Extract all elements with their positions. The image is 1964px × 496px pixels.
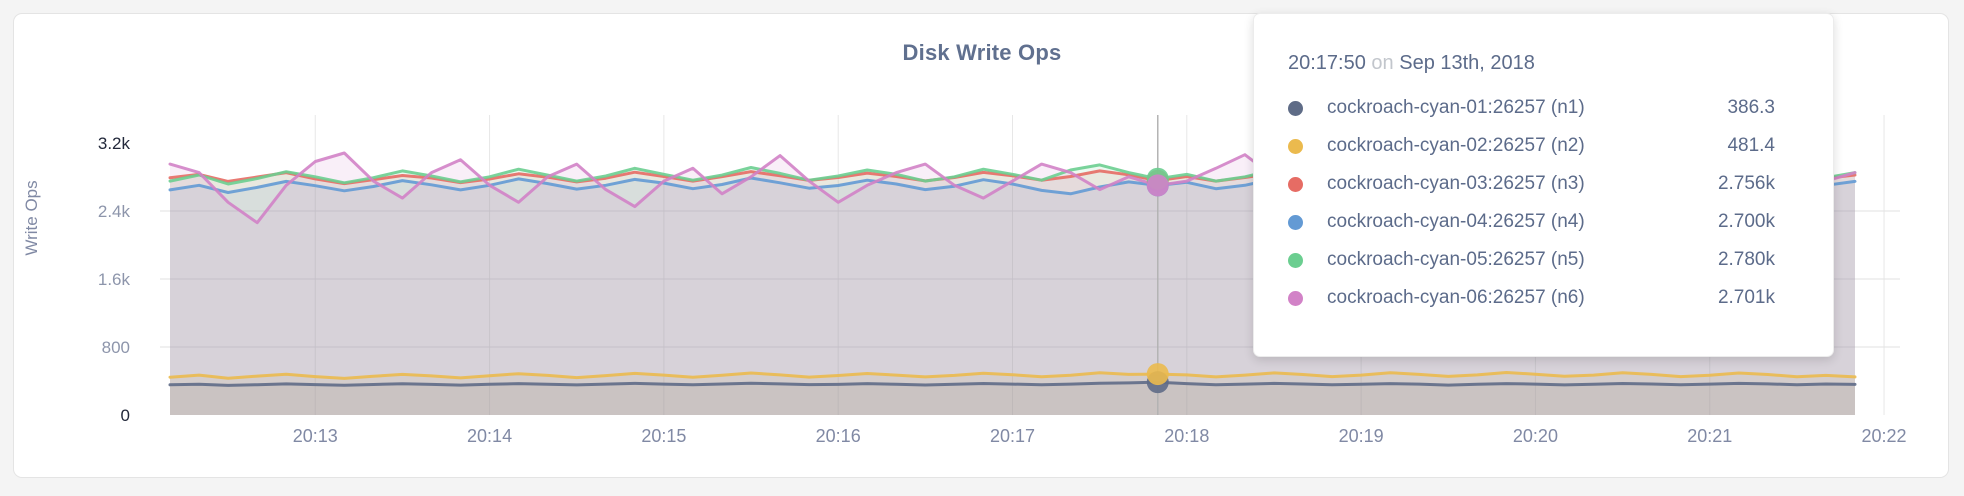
x-tick-label: 20:18 <box>1164 426 1209 446</box>
hover-point-n6 <box>1146 174 1169 197</box>
tooltip-rows: cockroach-cyan-01:26257 (n1) 386.3 cockroa… <box>1288 89 1799 317</box>
x-tick-label: 20:13 <box>293 426 338 446</box>
x-tick-label: 20:20 <box>1513 426 1558 446</box>
tooltip-series-name: cockroach-cyan-02:26257 (n2) <box>1327 135 1585 156</box>
tooltip-header: 20:17:50 on Sep 13th, 2018 <box>1288 52 1799 75</box>
x-tick-label: 20:19 <box>1339 426 1384 446</box>
series-color-dot-icon <box>1288 214 1303 230</box>
tooltip-row: cockroach-cyan-06:26257 (n6) 2.701k <box>1288 279 1799 317</box>
y-tick-label: 2.4k <box>98 202 131 221</box>
tooltip-series-value: 2.701k <box>1717 287 1775 308</box>
series-color-dot-icon <box>1288 290 1303 306</box>
tooltip-series-name: cockroach-cyan-05:26257 (n5) <box>1327 249 1585 270</box>
hover-point-n2 <box>1146 363 1169 386</box>
tooltip-row: cockroach-cyan-01:26257 (n1) 386.3 <box>1288 89 1799 127</box>
tooltip-series-name: cockroach-cyan-03:26257 (n3) <box>1327 173 1585 194</box>
tooltip-series-value: 2.756k <box>1717 173 1775 194</box>
y-tick-label: 0 <box>121 406 130 425</box>
tooltip-date: Sep 13th, 2018 <box>1399 52 1535 74</box>
y-tick-label: 1.6k <box>98 270 131 289</box>
tooltip-conjunction: on <box>1371 52 1394 74</box>
chart-title: Disk Write Ops <box>902 40 1062 65</box>
tooltip-series-value: 2.700k <box>1717 211 1775 232</box>
tooltip-series-name: cockroach-cyan-06:26257 (n6) <box>1327 287 1585 308</box>
hover-tooltip: 20:17:50 on Sep 13th, 2018 cockroach-cya… <box>1253 13 1834 357</box>
x-tick-label: 20:15 <box>641 426 686 446</box>
series-line-n1 <box>168 380 1857 387</box>
tooltip-series-value: 481.4 <box>1727 135 1775 156</box>
tooltip-row: cockroach-cyan-03:26257 (n3) 2.756k <box>1288 165 1799 203</box>
tooltip-series-name: cockroach-cyan-01:26257 (n1) <box>1327 97 1585 118</box>
tooltip-series-value: 2.780k <box>1717 249 1775 270</box>
series-color-dot-icon <box>1288 252 1303 268</box>
x-tick-label: 20:21 <box>1687 426 1732 446</box>
tooltip-row: cockroach-cyan-02:26257 (n2) 481.4 <box>1288 127 1799 165</box>
tooltip-time: 20:17:50 <box>1288 52 1366 74</box>
series-color-dot-icon <box>1288 176 1303 192</box>
y-tick-label: 3.2k <box>98 134 131 153</box>
x-tick-label: 20:16 <box>816 426 861 446</box>
x-tick-label: 20:17 <box>990 426 1035 446</box>
series-color-dot-icon <box>1288 100 1303 116</box>
x-tick-label: 20:22 <box>1862 426 1907 446</box>
x-tick-label: 20:14 <box>467 426 512 446</box>
tooltip-row: cockroach-cyan-04:26257 (n4) 2.700k <box>1288 203 1799 241</box>
series-color-dot-icon <box>1288 138 1303 154</box>
tooltip-row: cockroach-cyan-05:26257 (n5) 2.780k <box>1288 241 1799 279</box>
tooltip-series-name: cockroach-cyan-04:26257 (n4) <box>1327 211 1585 232</box>
y-tick-label: 800 <box>102 338 130 357</box>
series-area-n1 <box>170 382 1855 415</box>
series-line-n2 <box>168 371 1857 380</box>
tooltip-series-value: 386.3 <box>1727 97 1775 118</box>
